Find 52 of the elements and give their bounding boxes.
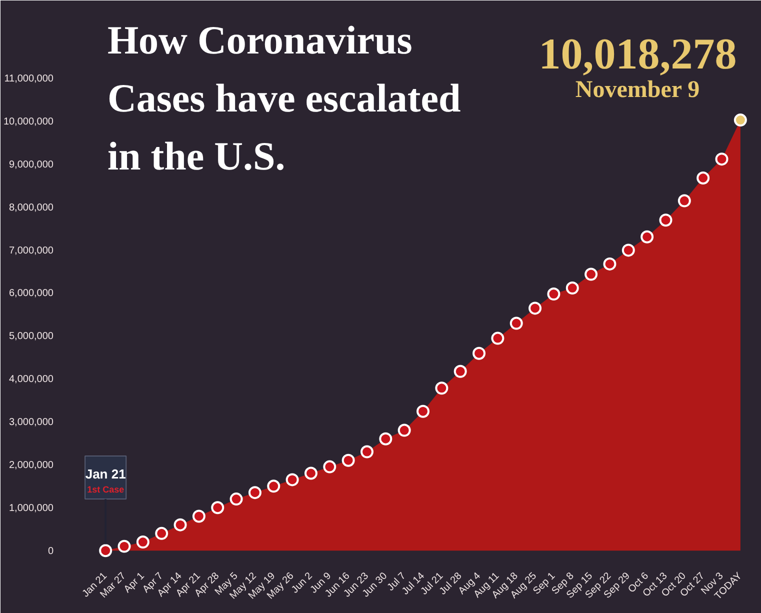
point [398, 424, 411, 437]
point [472, 346, 486, 360]
point [659, 214, 672, 227]
point [603, 257, 616, 270]
point [454, 364, 467, 378]
point [640, 230, 654, 244]
y-tick-label: 4,000,000 [9, 374, 54, 386]
point [491, 332, 504, 345]
point [510, 316, 523, 330]
point [174, 518, 187, 532]
point [304, 466, 318, 480]
point [416, 404, 430, 418]
point [323, 460, 336, 474]
point [192, 510, 206, 523]
point [342, 454, 355, 467]
y-tick-label: 3,000,000 [9, 417, 54, 428]
point [267, 480, 280, 493]
point [99, 544, 112, 558]
point [547, 288, 560, 301]
point [715, 152, 728, 166]
point [136, 536, 150, 548]
y-tick-label: 8,000,000 [9, 202, 54, 214]
y-tick-label: 2,000,000 [9, 460, 54, 472]
annotation: Jan 21 [85, 466, 126, 482]
point [248, 486, 262, 500]
point [155, 526, 168, 540]
annotation: 1st Case [87, 484, 124, 495]
point [118, 540, 131, 553]
point [584, 268, 598, 281]
point [360, 445, 374, 458]
annotation: November 9 [575, 76, 700, 103]
point [678, 194, 691, 208]
point [696, 172, 710, 184]
point [435, 382, 448, 395]
text: How Coronavirus Cases have escalated in the U.S. [107, 18, 461, 179]
point [286, 473, 299, 486]
y-tick-label: 0 [48, 546, 54, 558]
point [566, 282, 579, 295]
point [379, 432, 392, 446]
point [211, 501, 224, 514]
y-tick-label: 6,000,000 [9, 288, 54, 300]
data-label: 10,018,278 [538, 29, 737, 78]
y-tick-label: 5,000,000 [9, 331, 54, 342]
point [622, 244, 635, 257]
point [230, 492, 243, 506]
y-tick-label: 11,000,000 [4, 73, 54, 84]
y-tick-label: 9,000,000 [9, 159, 54, 170]
y-tick-label: 1,000,000 [9, 503, 54, 514]
point [734, 114, 747, 127]
point [528, 302, 542, 315]
y-tick-label: 10,000,000 [3, 116, 54, 128]
y-tick-label: 7,000,000 [9, 245, 54, 256]
